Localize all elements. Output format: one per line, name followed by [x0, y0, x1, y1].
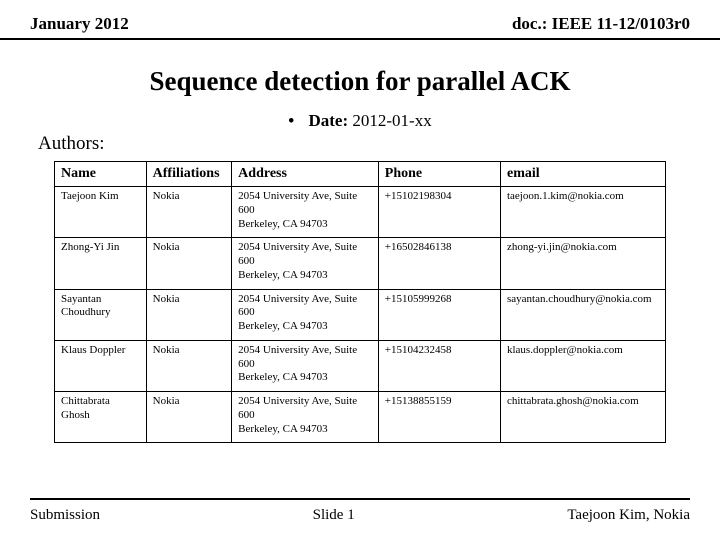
table-row: Sayantan ChoudhuryNokia2054 University A…	[55, 289, 666, 340]
authors-table: Name Affiliations Address Phone email Ta…	[54, 161, 666, 443]
date-value: 2012-01-xx	[352, 111, 431, 130]
table-cell: chittabrata.ghosh@nokia.com	[500, 392, 665, 443]
footer-left: Submission	[30, 507, 100, 524]
page-title: Sequence detection for parallel ACK	[0, 66, 720, 97]
col-name: Name	[55, 162, 147, 187]
table-cell: sayantan.choudhury@nokia.com	[500, 289, 665, 340]
bullet-icon: •	[288, 111, 294, 130]
table-cell: Nokia	[146, 187, 232, 238]
table-cell: taejoon.1.kim@nokia.com	[500, 187, 665, 238]
table-row: Zhong-Yi JinNokia2054 University Ave, Su…	[55, 238, 666, 289]
table-cell: +15102198304	[378, 187, 500, 238]
footer-right: Taejoon Kim, Nokia	[567, 507, 690, 524]
table-cell: Zhong-Yi Jin	[55, 238, 147, 289]
table-cell: Nokia	[146, 340, 232, 391]
table-row: Taejoon KimNokia2054 University Ave, Sui…	[55, 187, 666, 238]
header: January 2012 doc.: IEEE 11-12/0103r0	[0, 0, 720, 40]
table-cell: Chittabrata Ghosh	[55, 392, 147, 443]
table-cell: klaus.doppler@nokia.com	[500, 340, 665, 391]
table-cell: Sayantan Choudhury	[55, 289, 147, 340]
table-cell: +15105999268	[378, 289, 500, 340]
table-cell: 2054 University Ave, Suite 600Berkeley, …	[232, 187, 379, 238]
table-cell: +16502846138	[378, 238, 500, 289]
table-row: Chittabrata GhoshNokia2054 University Av…	[55, 392, 666, 443]
table-header-row: Name Affiliations Address Phone email	[55, 162, 666, 187]
footer: Submission Slide 1 Taejoon Kim, Nokia	[30, 507, 690, 524]
table-cell: 2054 University Ave, Suite 600Berkeley, …	[232, 289, 379, 340]
table-cell: 2054 University Ave, Suite 600Berkeley, …	[232, 238, 379, 289]
header-date: January 2012	[30, 14, 129, 34]
date-label: Date:	[308, 111, 348, 130]
table-cell: +15104232458	[378, 340, 500, 391]
table-cell: Nokia	[146, 289, 232, 340]
table-cell: 2054 University Ave, Suite 600Berkeley, …	[232, 340, 379, 391]
header-doc-id: doc.: IEEE 11-12/0103r0	[512, 14, 690, 34]
authors-table-wrap: Name Affiliations Address Phone email Ta…	[0, 155, 720, 443]
footer-divider	[30, 498, 690, 500]
table-cell: +15138855159	[378, 392, 500, 443]
col-affiliations: Affiliations	[146, 162, 232, 187]
authors-label: Authors:	[38, 133, 720, 155]
table-cell: Taejoon Kim	[55, 187, 147, 238]
table-row: Klaus DopplerNokia2054 University Ave, S…	[55, 340, 666, 391]
date-line: • Date: 2012-01-xx	[0, 111, 720, 131]
table-cell: 2054 University Ave, Suite 600Berkeley, …	[232, 392, 379, 443]
table-cell: zhong-yi.jin@nokia.com	[500, 238, 665, 289]
footer-center: Slide 1	[313, 507, 355, 524]
col-address: Address	[232, 162, 379, 187]
col-email: email	[500, 162, 665, 187]
table-cell: Klaus Doppler	[55, 340, 147, 391]
col-phone: Phone	[378, 162, 500, 187]
table-cell: Nokia	[146, 392, 232, 443]
table-cell: Nokia	[146, 238, 232, 289]
